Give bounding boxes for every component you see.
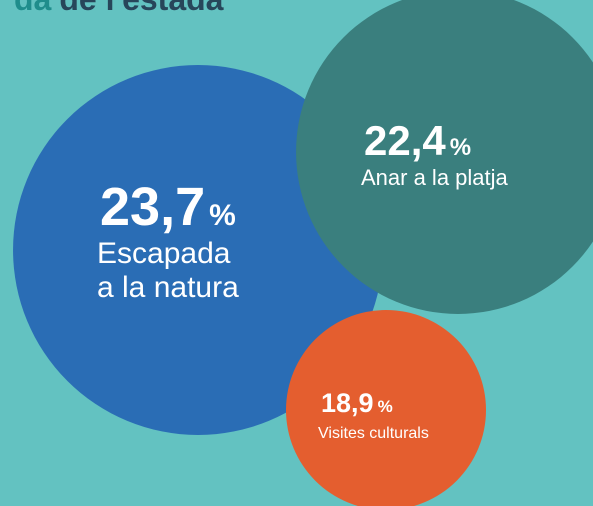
category-label: Anar a la platja [361, 165, 509, 190]
chart-title: da de l'estada [14, 0, 224, 17]
bubble [13, 65, 383, 435]
value-label: 23,7% [100, 177, 236, 237]
title-highlight: da [14, 0, 52, 17]
category-label: Escapada a la natura [97, 237, 239, 304]
bubble [296, 0, 593, 314]
category-label: Visites culturals [318, 425, 429, 442]
value-label: 18,9% [321, 388, 393, 418]
bubble [286, 310, 486, 506]
value-label: 22,4% [364, 117, 471, 164]
title-text: de l'estada [59, 0, 223, 17]
